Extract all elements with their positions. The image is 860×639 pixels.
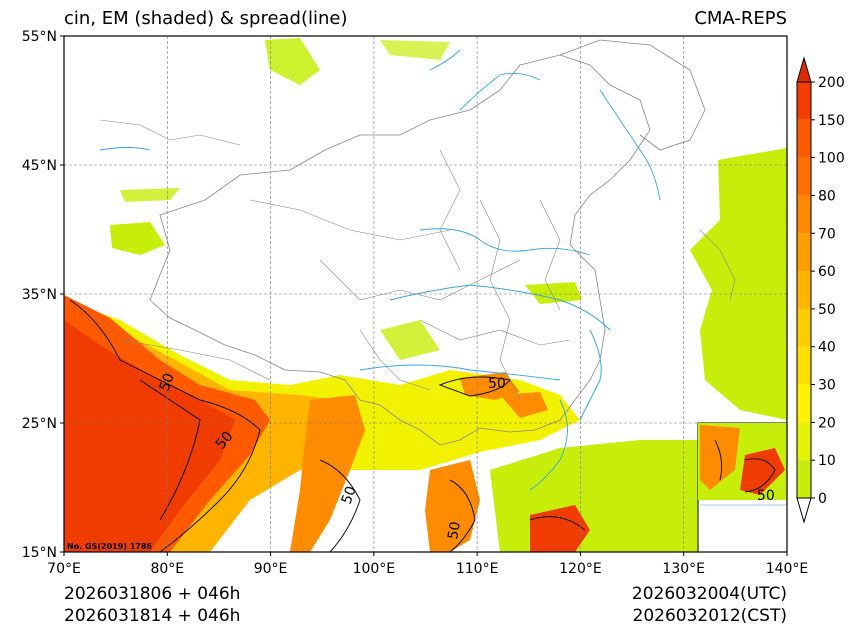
colorbar-label: 20 (818, 415, 836, 431)
colorbar-swatch (797, 308, 811, 347)
cin-field-east-ocean (690, 148, 787, 420)
colorbar-swatch (797, 422, 811, 461)
colorbar-label: 80 (818, 188, 836, 204)
chart-title: cin, EM (shaded) & spread(line) (64, 8, 348, 29)
river (429, 49, 461, 71)
model-name: CMA-REPS (694, 8, 787, 29)
lat-tick-label: 55°N (22, 29, 57, 45)
country-outline (149, 54, 651, 446)
contour-label: 50 (157, 371, 178, 393)
colorbar-label: 150 (818, 113, 845, 129)
colorbar-label: 200 (818, 75, 845, 91)
province-border (539, 199, 561, 311)
colorbar-label: 60 (818, 264, 836, 280)
init-time-utc: 2026031806 + 046h (64, 584, 241, 604)
colorbar-swatch (797, 233, 811, 272)
colorbar-label: 40 (818, 340, 836, 356)
coastline (699, 229, 736, 301)
river (459, 72, 541, 111)
contour-label: 50 (339, 484, 360, 506)
inset-map (697, 422, 788, 553)
gridlines (64, 36, 787, 552)
init-time-cst: 2026031814 + 046h (64, 606, 241, 626)
lon-tick-label: 140°E (766, 561, 809, 577)
cin-field-patch (380, 40, 450, 60)
province-border (319, 259, 521, 301)
colorbar-extend-min (796, 497, 812, 524)
cin-field-orange-2 (290, 395, 365, 552)
cin-field-patch (265, 38, 320, 85)
colorbar: 0 10 20 30 40 50 60 70 80 100 150 200 (796, 56, 845, 524)
cin-field-patch (525, 282, 582, 304)
colorbar-swatch (797, 157, 811, 196)
lon-tick-label: 90°E (254, 561, 288, 577)
colorbar-swatch (797, 346, 811, 385)
river (359, 364, 561, 381)
colorbar-label: 30 (818, 378, 836, 394)
colorbar-label: 0 (818, 491, 827, 507)
colorbar-swatch (797, 119, 811, 158)
cin-field-patch (110, 222, 165, 255)
coastline (579, 329, 602, 421)
province-border (419, 319, 571, 346)
contour-label: 50 (488, 376, 506, 392)
lat-tick-label: 25°N (22, 416, 57, 432)
lat-tick-label: 45°N (22, 158, 57, 174)
contour-label: 50 (757, 488, 775, 504)
cin-field-red (64, 320, 235, 552)
lon-tick-label: 110°E (456, 561, 499, 577)
valid-time-utc: 2026032004(UTC) (631, 584, 787, 604)
colorbar-swatch (797, 271, 811, 309)
river (99, 147, 151, 151)
province-border (359, 329, 431, 391)
lon-tick-label: 120°E (559, 561, 602, 577)
colorbar-label: 100 (818, 151, 845, 167)
lon-tick-label: 80°E (150, 561, 184, 577)
country-outline (99, 119, 241, 146)
country-outline (559, 39, 706, 151)
spread-contour (529, 516, 586, 531)
lon-tick-label: 130°E (662, 561, 705, 577)
colorbar-swatch (797, 195, 811, 234)
colorbar-label: 70 (818, 226, 836, 242)
river (599, 89, 661, 201)
longitude-axis: 70°E 80°E 90°E 100°E 110°E 120°E 130°E 140°E (47, 552, 808, 577)
country-outline (119, 339, 271, 381)
spread-contour (139, 379, 201, 521)
lat-tick-label: 35°N (22, 287, 57, 303)
map-approval-number: No. GS(2019) 1786 (67, 542, 152, 551)
valid-time-cst: 2026032012(CST) (632, 606, 787, 626)
cin-field-patch (120, 188, 180, 202)
lon-tick-label: 100°E (353, 561, 396, 577)
colorbar-label: 10 (818, 453, 836, 469)
river (389, 284, 611, 331)
coastline (529, 399, 568, 491)
spread-contour (319, 459, 361, 552)
colorbar-swatch (797, 460, 811, 498)
colorbar-swatch (797, 82, 811, 120)
latitude-axis: 55°N 45°N 35°N 25°N 15°N (22, 29, 64, 561)
province-border (439, 149, 461, 271)
cin-field-orange-3 (425, 460, 480, 552)
province-border (479, 199, 521, 401)
colorbar-extend-max (796, 56, 812, 83)
colorbar-swatch (797, 384, 811, 423)
contour-label: 50 (445, 520, 464, 540)
lat-tick-label: 15°N (22, 545, 57, 561)
colorbar-frame (796, 81, 812, 499)
river (419, 228, 591, 256)
colorbar-label: 50 (818, 302, 836, 318)
lon-tick-label: 70°E (47, 561, 81, 577)
cin-field-patch (380, 320, 440, 360)
spread-contour (449, 479, 476, 552)
cin-field-orange-5 (500, 392, 548, 418)
province-border (249, 199, 451, 241)
spread-contour (69, 299, 261, 552)
